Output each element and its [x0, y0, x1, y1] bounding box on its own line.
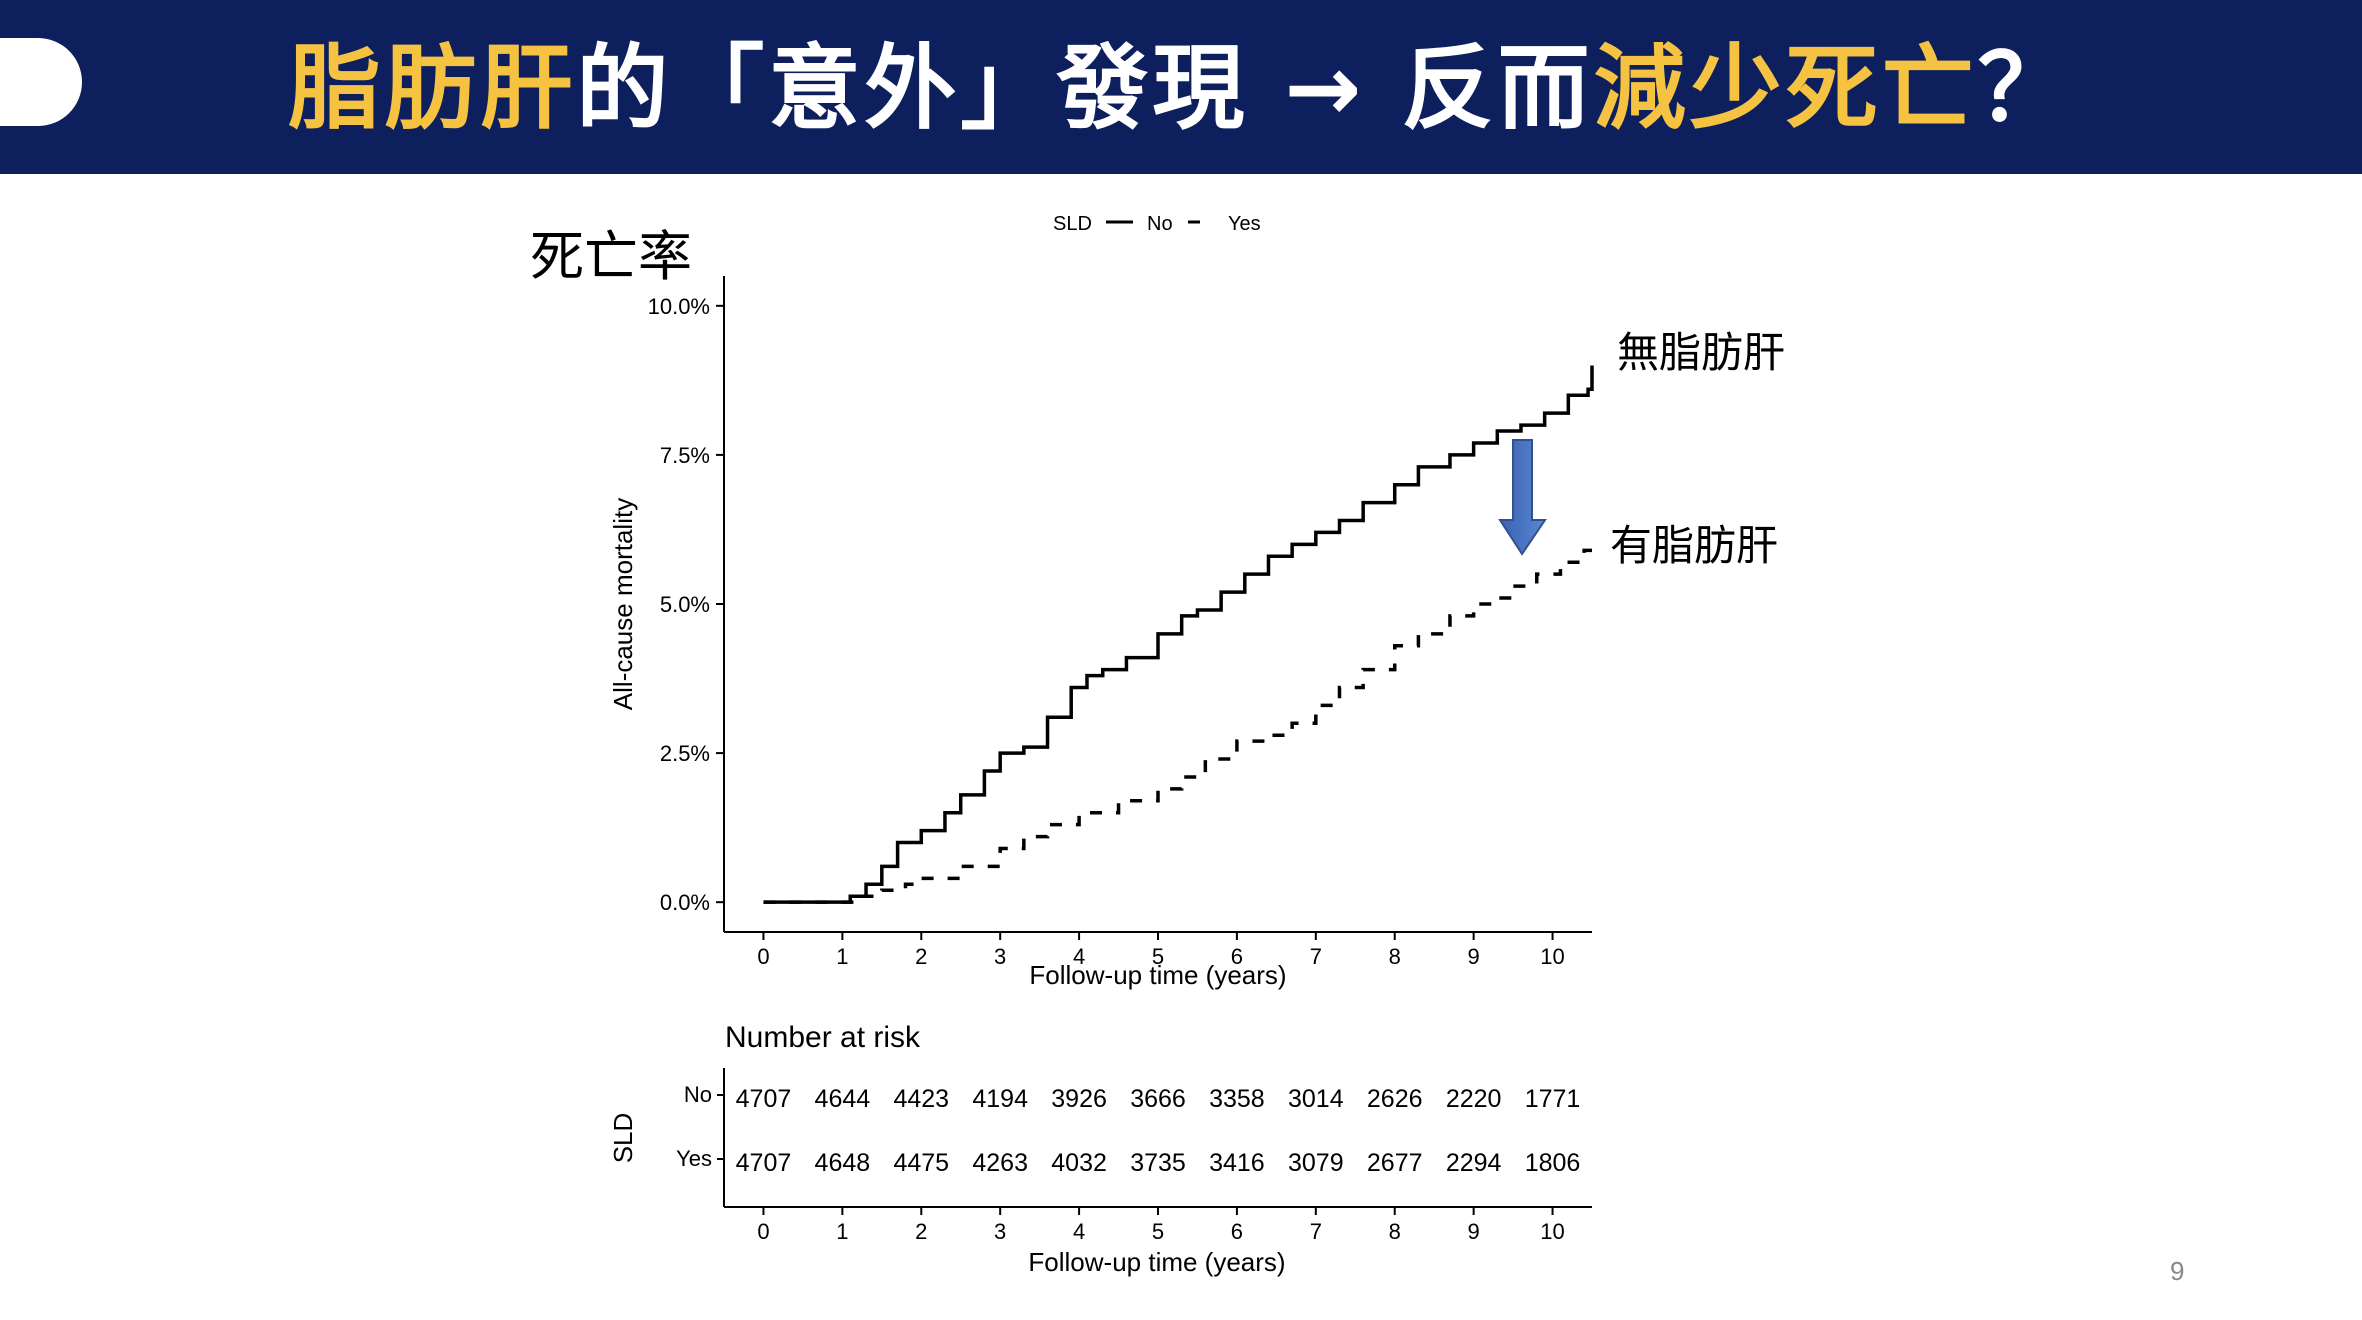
title-bar: 脂肪肝 的「意外」發現 → 反而 減少死亡？ [0, 0, 2362, 174]
title-highlight-reduce-death: 減少死亡 [1593, 34, 1978, 142]
risk-x-tick-label: 5 [1152, 1219, 1164, 1244]
x-tick-label: 3 [994, 944, 1006, 969]
risk-cell: 3079 [1288, 1149, 1344, 1177]
risk-row-label: No [684, 1082, 712, 1107]
risk-cell: 4475 [893, 1149, 949, 1177]
series-line-yes [763, 548, 1592, 904]
x-ticks: 0 1 2 3 4 5 6 7 8 9 10 [757, 932, 1565, 969]
legend-no-label: No [1147, 213, 1173, 235]
risk-x-tick-label: 0 [757, 1219, 769, 1244]
risk-cell: 1771 [1525, 1085, 1581, 1113]
series-line-no [763, 365, 1594, 904]
risk-cell: 3735 [1130, 1149, 1186, 1177]
risk-row-label: Yes [676, 1146, 712, 1171]
risk-cell: 2626 [1367, 1085, 1423, 1113]
risk-group-label: SLD [608, 1113, 638, 1164]
x-tick-label: 1 [836, 944, 848, 969]
x-tick-label: 6 [1231, 944, 1243, 969]
y-tick-label: 0.0% [660, 890, 710, 915]
risk-cell: 3014 [1288, 1085, 1344, 1113]
risk-x-tick-label: 8 [1389, 1219, 1401, 1244]
x-tick-label: 2 [915, 944, 927, 969]
y-tick-label: 10.0% [648, 294, 710, 319]
risk-x-ticks: 0 1 2 3 4 5 6 7 8 9 10 [757, 1207, 1565, 1244]
title-highlight-fatty-liver: 脂肪肝 [288, 34, 577, 142]
x-tick-label: 10 [1540, 944, 1564, 969]
no-sld-cn-label: 無脂肪肝 [1617, 328, 1785, 377]
y-tick-label: 5.0% [660, 592, 710, 617]
risk-cell: 1806 [1525, 1149, 1581, 1177]
risk-cell: 3416 [1209, 1149, 1265, 1177]
risk-cell: 3358 [1209, 1085, 1265, 1113]
risk-cell: 4032 [1051, 1149, 1107, 1177]
sld-cn-label: 有脂肪肝 [1610, 521, 1778, 570]
legend: SLD No Yes [1053, 213, 1261, 235]
x-tick-label: 5 [1152, 944, 1164, 969]
risk-rows: No 4707 4644 4423 4194 3926 3666 3358 3014 2626 22… [676, 1082, 1580, 1177]
x-tick-label: 8 [1389, 944, 1401, 969]
risk-cell: 4263 [972, 1149, 1028, 1177]
legend-yes-label: Yes [1228, 213, 1261, 235]
risk-x-tick-label: 4 [1073, 1219, 1085, 1244]
risk-cell: 4644 [815, 1085, 871, 1113]
y-axis-cn-label: 死亡率 [530, 225, 692, 288]
y-axis-title: All-cause mortality [608, 498, 638, 710]
y-tick-label: 2.5% [660, 741, 710, 766]
risk-x-tick-label: 3 [994, 1219, 1006, 1244]
risk-x-tick-label: 2 [915, 1219, 927, 1244]
y-ticks: 0.0% 2.5% 5.0% 7.5% 10.0% [648, 294, 724, 915]
risk-cell: 4194 [972, 1085, 1028, 1113]
x-tick-label: 0 [757, 944, 769, 969]
risk-cell: 2220 [1446, 1085, 1502, 1113]
title-pill-decoration [0, 38, 82, 126]
x-tick-label: 4 [1073, 944, 1085, 969]
risk-x-tick-label: 10 [1540, 1219, 1564, 1244]
risk-x-axis-title: Follow-up time (years) [1028, 1247, 1285, 1277]
risk-cell: 3666 [1130, 1085, 1186, 1113]
risk-cell: 2677 [1367, 1149, 1423, 1177]
risk-cell: 3926 [1051, 1085, 1107, 1113]
risk-x-tick-label: 6 [1231, 1219, 1243, 1244]
x-tick-label: 9 [1468, 944, 1480, 969]
title-end: ？ [1977, 34, 2074, 142]
risk-cell: 2294 [1446, 1149, 1502, 1177]
x-tick-label: 7 [1310, 944, 1322, 969]
slide-title: 脂肪肝 的「意外」發現 → 反而 減少死亡？ [0, 0, 2362, 160]
risk-cell: 4707 [736, 1085, 792, 1113]
page-number: 9 [2170, 1256, 2185, 1286]
y-tick-label: 7.5% [660, 443, 710, 468]
series-layer [763, 365, 1594, 904]
legend-title: SLD [1053, 213, 1092, 235]
x-axis-title: Follow-up time (years) [1029, 960, 1286, 990]
title-middle: 的「意外」發現 → 反而 [576, 34, 1594, 142]
risk-x-tick-label: 9 [1468, 1219, 1480, 1244]
risk-x-tick-label: 7 [1310, 1219, 1322, 1244]
risk-x-tick-label: 1 [836, 1219, 848, 1244]
risk-cell: 4423 [893, 1085, 949, 1113]
down-arrow-icon [1498, 439, 1547, 556]
risk-table-title: Number at risk [725, 1021, 921, 1054]
risk-cell: 4648 [815, 1149, 871, 1177]
risk-cell: 4707 [736, 1149, 792, 1177]
